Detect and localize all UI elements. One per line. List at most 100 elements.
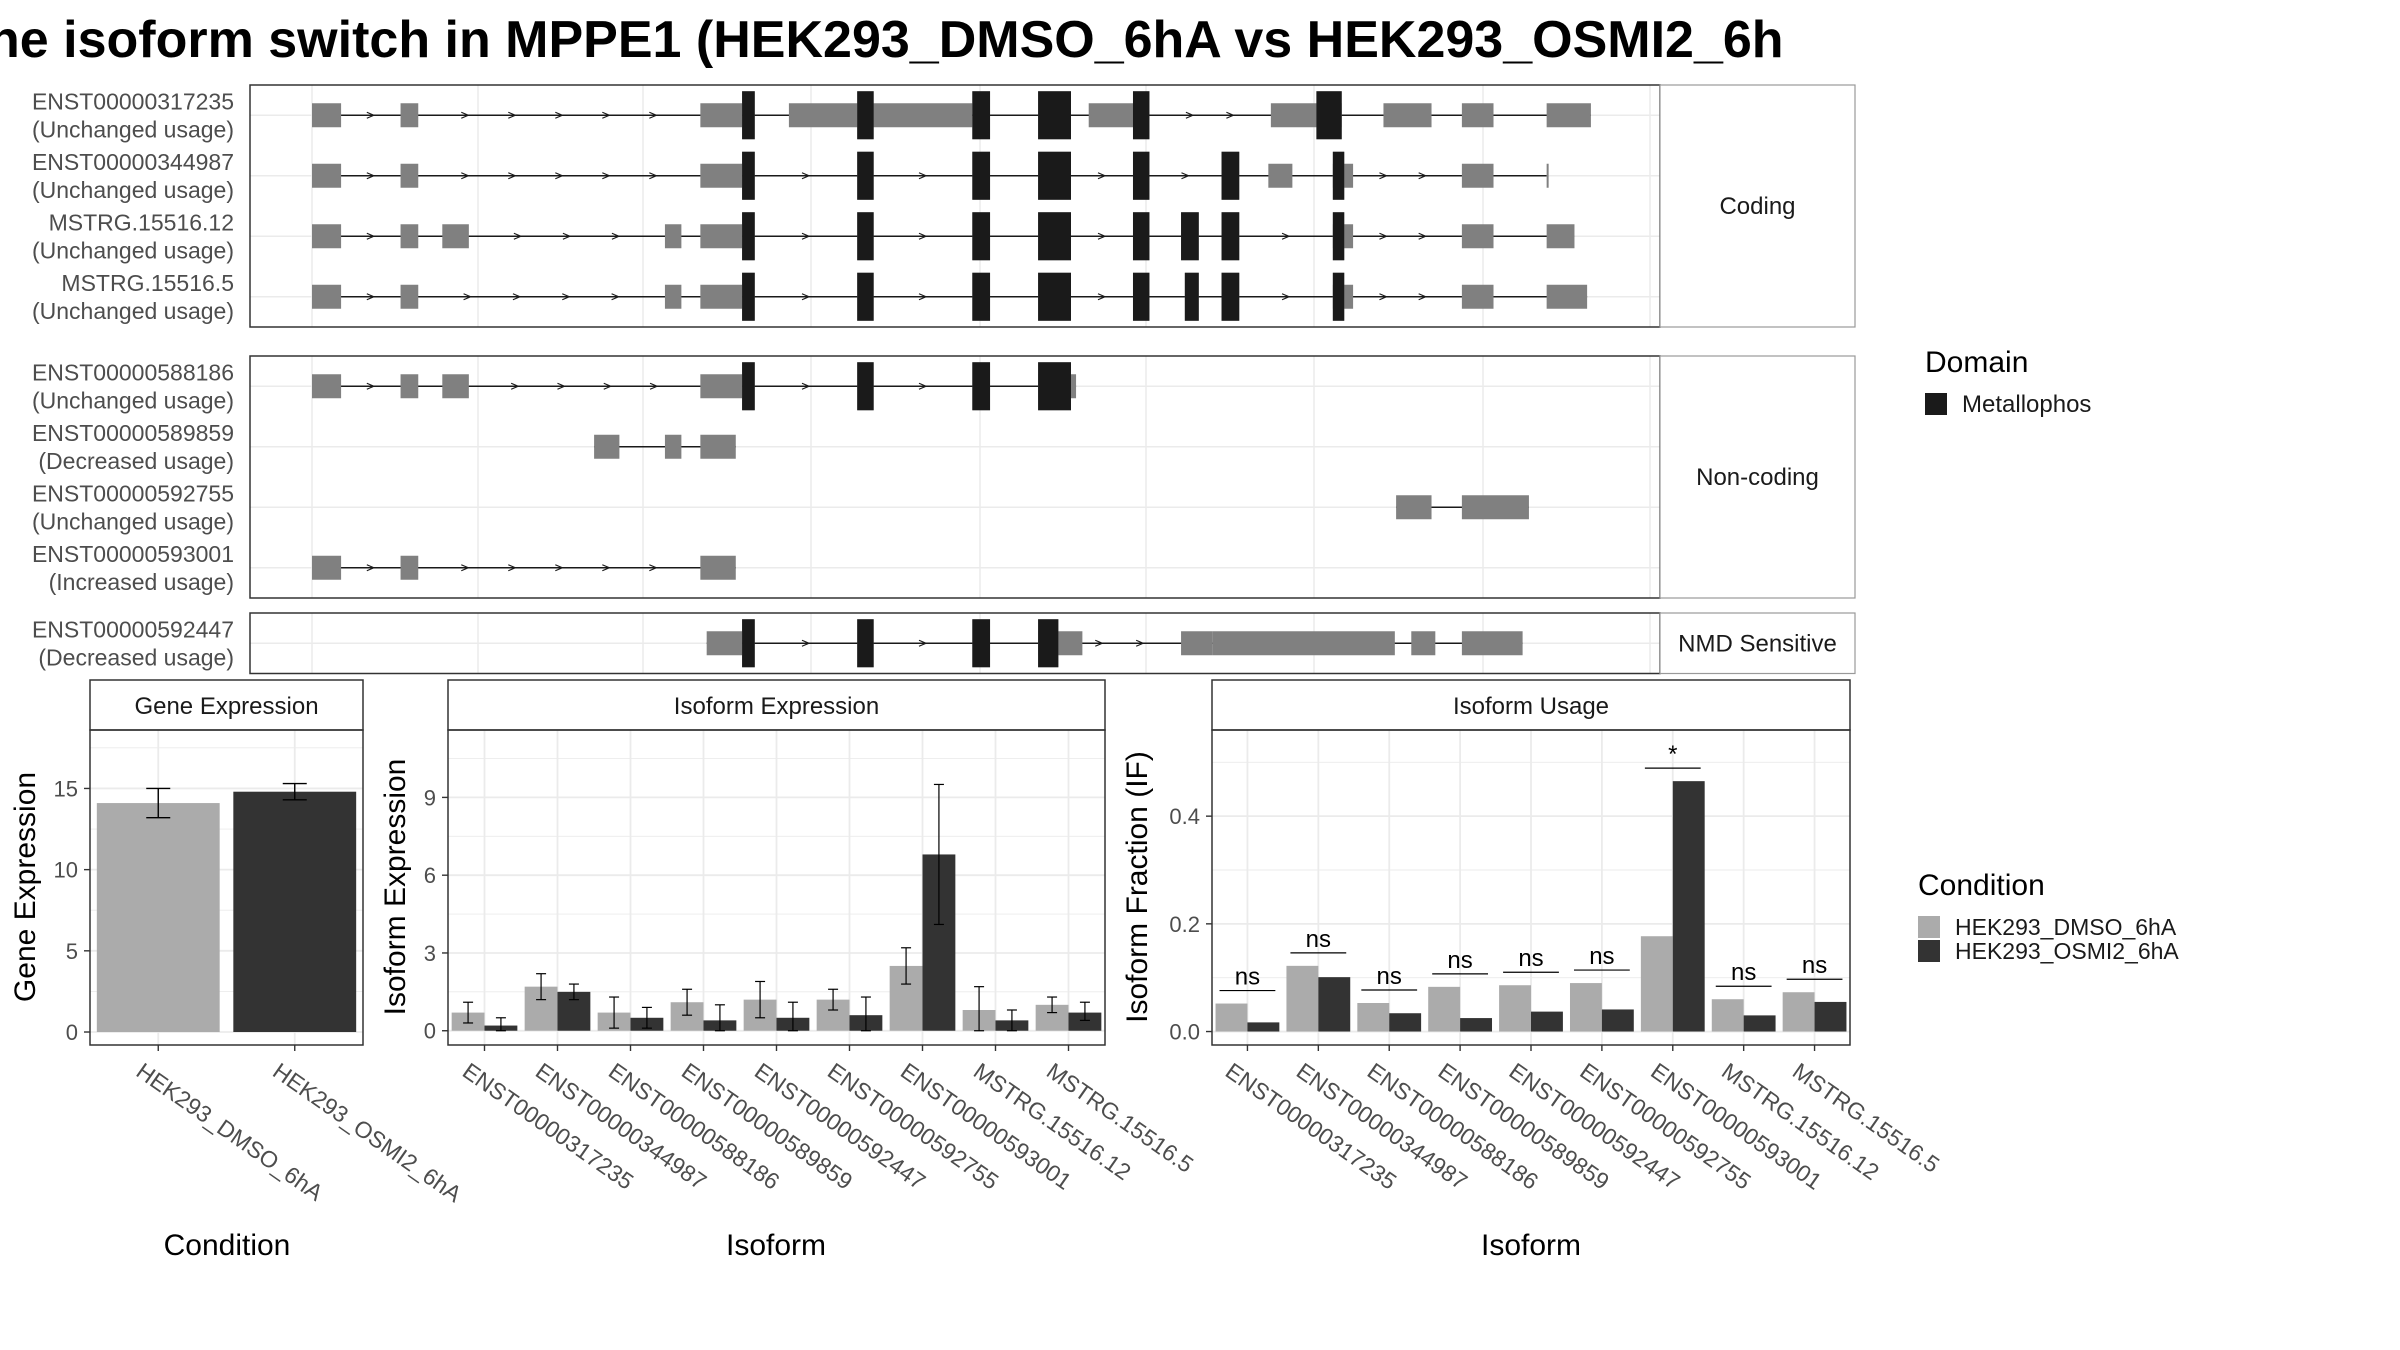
y-tick-label: 15 — [54, 776, 78, 801]
domain-legend-swatch — [1925, 393, 1947, 415]
intron-arrow — [562, 232, 572, 240]
domain-region — [857, 91, 874, 140]
condition-legend-label: HEK293_OSMI2_6hA — [1955, 938, 2179, 964]
intron-arrow — [366, 564, 376, 572]
domain-region — [742, 91, 755, 140]
significance-label: ns — [1306, 926, 1331, 953]
domain-region — [1184, 272, 1199, 321]
domain-region — [1332, 272, 1345, 321]
transcript-usage-label: (Decreased usage) — [38, 448, 234, 474]
chart-title: Isoform Usage — [1453, 693, 1609, 720]
intron-arrow — [461, 172, 470, 180]
domain-region — [1132, 151, 1150, 200]
utr-exon — [1181, 631, 1213, 656]
domain-region — [1038, 619, 1059, 668]
bar — [1460, 1018, 1493, 1032]
intron-arrow — [918, 172, 928, 180]
condition-legend-swatch — [1918, 916, 1940, 938]
intron-arrow — [555, 172, 564, 180]
intron-arrow — [513, 232, 523, 240]
intron-arrow — [801, 639, 811, 647]
y-tick-label: 5 — [66, 939, 78, 964]
x-axis-title: Isoform — [1481, 1229, 1581, 1262]
intron-arrow — [557, 382, 566, 390]
bar — [1068, 1012, 1102, 1031]
utr-exon — [400, 103, 419, 128]
intron-arrow — [1097, 232, 1107, 240]
intron-arrow — [510, 382, 520, 390]
intron-arrow — [366, 382, 376, 390]
utr-exon — [706, 631, 743, 656]
utr-exon — [1212, 631, 1395, 656]
transcript-id-label: ENST00000588186 — [32, 359, 234, 385]
intron-arrow — [602, 172, 611, 180]
transcript-usage-label: (Unchanged usage) — [32, 508, 234, 534]
intron-arrow — [461, 111, 470, 119]
y-tick-label: 0 — [66, 1020, 78, 1045]
transcript-id-label: ENST00000592447 — [32, 616, 234, 642]
utr-exon — [400, 284, 419, 309]
transcript-usage-label: (Decreased usage) — [38, 644, 234, 670]
intron-arrow — [1226, 111, 1235, 119]
intron-arrow — [1185, 111, 1195, 119]
bar — [1318, 977, 1351, 1032]
intron-arrow — [649, 564, 658, 572]
utr-exon — [1546, 224, 1575, 249]
utr-exon — [788, 103, 973, 128]
domain-region — [857, 151, 874, 200]
bar — [1428, 986, 1461, 1032]
transcript-usage-label: (Unchanged usage) — [32, 387, 234, 413]
intron-arrow — [602, 564, 611, 572]
intron-arrow — [366, 172, 376, 180]
intron-arrow — [366, 232, 376, 240]
domain-region — [857, 362, 874, 411]
intron-arrow — [1379, 293, 1388, 301]
facet-strip-label: Non-coding — [1696, 464, 1819, 491]
utr-exon — [1411, 631, 1436, 656]
intron-arrow — [918, 293, 928, 301]
transcript-id-label: ENST00000593001 — [32, 541, 234, 567]
intron-arrow — [602, 111, 611, 119]
utr-exon — [664, 284, 682, 309]
bar — [96, 803, 220, 1033]
transcript-usage-label: (Unchanged usage) — [32, 177, 234, 203]
domain-region — [742, 151, 755, 200]
utr-exon — [1461, 631, 1523, 656]
domain-region — [972, 362, 991, 411]
bar — [1389, 1013, 1422, 1032]
intron-arrow — [512, 293, 522, 301]
intron-arrow — [508, 172, 517, 180]
facet-strip — [1659, 612, 1856, 675]
transcript-usage-label: (Increased usage) — [49, 569, 234, 595]
intron-arrow — [918, 232, 928, 240]
intron-arrow — [1135, 639, 1145, 647]
bar — [1743, 1015, 1776, 1032]
utr-exon — [312, 555, 342, 580]
x-axis-title: Isoform — [726, 1229, 826, 1262]
chart-title-strip — [1211, 679, 1851, 731]
intron-arrow — [1379, 172, 1388, 180]
intron-arrow — [1418, 172, 1428, 180]
domain-legend: Domain Metallophos — [1925, 346, 2091, 418]
domain-region — [1181, 212, 1199, 261]
domain-region — [1132, 91, 1150, 140]
intron-arrow — [461, 564, 470, 572]
transcript-usage-label: (Unchanged usage) — [32, 298, 234, 324]
bar — [1601, 1009, 1634, 1032]
utr-exon — [1546, 284, 1588, 309]
utr-exon — [1461, 284, 1494, 309]
y-tick-label: 0 — [424, 1019, 436, 1044]
condition-legend-label: HEK293_DMSO_6hA — [1955, 914, 2177, 940]
domain-region — [1221, 272, 1240, 321]
domain-region — [857, 272, 874, 321]
intron-arrow — [1418, 232, 1428, 240]
y-tick-label: 0.4 — [1169, 804, 1200, 829]
intron-arrow — [555, 564, 564, 572]
domain-region — [742, 272, 755, 321]
facet-strip — [1659, 355, 1856, 599]
intron-arrow — [366, 111, 376, 119]
transcript-row: ENST00000588186(Unchanged usage) — [32, 359, 1077, 413]
domain-region — [1316, 91, 1342, 140]
